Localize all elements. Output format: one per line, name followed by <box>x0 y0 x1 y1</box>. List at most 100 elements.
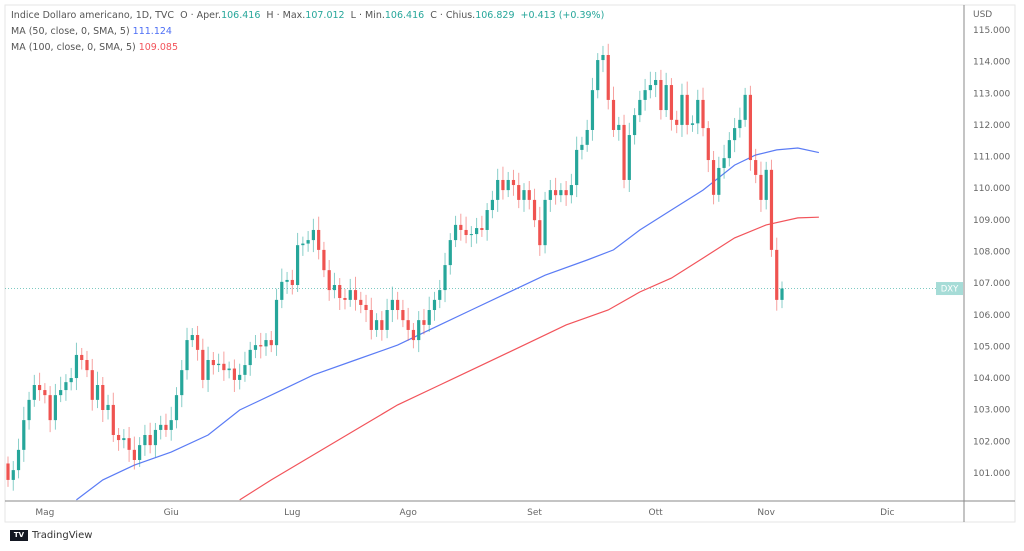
candle-body <box>138 445 142 460</box>
candle-body <box>501 179 505 191</box>
price-axis[interactable]: 115.000 114.000 113.000 112.000 111.000 110.0… <box>973 26 1010 479</box>
candle-body <box>338 285 342 298</box>
candle-body <box>322 249 326 271</box>
candle-body <box>111 404 115 435</box>
ma100-legend[interactable]: MA (100, close, 0, SMA, 5) 109.085 <box>11 42 178 53</box>
candle-body <box>211 360 215 366</box>
candle-body <box>16 449 21 471</box>
time-axis[interactable]: Mag Giu Lug Ago Set Ott Nov Dic <box>35 508 894 518</box>
candle-body <box>59 390 63 396</box>
candle-body <box>627 135 631 180</box>
candle-body <box>127 438 131 450</box>
candle-body <box>648 85 652 91</box>
candle-body <box>654 79 658 86</box>
candle-body <box>622 124 626 180</box>
candle-body <box>585 129 589 145</box>
candle-body <box>206 360 210 380</box>
candle-body <box>243 365 247 375</box>
ma50-value: 111.124 <box>132 26 172 37</box>
candle-body <box>738 119 742 129</box>
y-tick-label: 115.000 <box>973 26 1010 36</box>
moving-averages <box>76 147 820 501</box>
candle-body <box>775 249 779 300</box>
candle-body <box>496 179 500 200</box>
candle-body <box>348 290 352 300</box>
candle-body <box>353 290 358 300</box>
open-value: 106.416 <box>221 10 261 21</box>
candle-body <box>53 395 57 421</box>
x-tick-label: Giu <box>164 508 179 518</box>
candle-body <box>116 434 121 441</box>
candle-body <box>601 54 605 61</box>
ma50-legend[interactable]: MA (50, close, 0, SMA, 5) 111.124 <box>11 26 172 37</box>
candle-body <box>359 299 363 305</box>
candle-body <box>438 290 442 300</box>
y-tick-label: 113.000 <box>973 89 1010 99</box>
candle-body <box>506 179 510 191</box>
candle-body <box>743 94 747 120</box>
candle-body <box>722 158 726 168</box>
candle-body <box>95 385 100 400</box>
candle-body <box>617 124 621 130</box>
candle-body <box>385 310 389 330</box>
y-tick-label: 110.000 <box>973 184 1010 194</box>
candle-body <box>369 310 373 330</box>
candle-body <box>122 438 126 441</box>
candle-body <box>195 335 200 350</box>
candle-body <box>417 320 421 341</box>
high-label: H · Max. <box>266 10 306 21</box>
candle-body <box>659 79 663 111</box>
x-tick-label: Set <box>527 508 542 518</box>
candle-body <box>459 224 463 230</box>
candle-body <box>680 94 684 125</box>
candle-body <box>427 310 431 325</box>
candle-body <box>290 279 294 286</box>
candle-body <box>490 199 495 211</box>
candle-body <box>217 363 221 366</box>
candle-body <box>638 99 642 116</box>
candle-body <box>248 349 252 366</box>
tradingview-branding[interactable]: TV TradingView <box>10 530 92 541</box>
candle-body <box>132 449 136 460</box>
candle-body <box>227 368 231 371</box>
candle-body <box>575 149 579 186</box>
candle-body <box>564 190 568 196</box>
y-tick-label: 112.000 <box>973 121 1010 131</box>
candle-body <box>406 320 410 330</box>
candle-body <box>432 299 437 311</box>
candle-body <box>201 349 205 380</box>
candle-body <box>632 115 637 136</box>
candle-body <box>264 340 268 347</box>
candle-body <box>32 385 36 400</box>
candle-body <box>411 329 416 341</box>
close-label: C · Chius. <box>430 10 476 21</box>
y-tick-label: 107.000 <box>973 279 1010 289</box>
candle-body <box>148 434 152 446</box>
candle-body <box>311 229 315 241</box>
y-tick-label: 104.000 <box>973 374 1010 384</box>
tradingview-logo-icon: TV <box>10 530 28 541</box>
price-tag-label: DXY <box>941 285 959 295</box>
candle-body <box>548 190 552 200</box>
candle-body <box>374 320 379 330</box>
candle-body <box>143 434 147 446</box>
candle-body <box>153 429 158 446</box>
candle-body <box>590 90 595 130</box>
symbol-title[interactable]: Indice Dollaro americano, 1D, TVC <box>11 10 175 21</box>
candle-body <box>180 370 184 396</box>
candle-body <box>480 228 484 230</box>
candle-body <box>106 404 110 410</box>
candle-body <box>696 99 700 124</box>
candle-body <box>422 320 426 325</box>
candle-body <box>222 363 226 371</box>
candle-body <box>675 119 679 125</box>
candle-body <box>169 420 173 430</box>
candle-body <box>475 228 479 235</box>
x-tick-label: Nov <box>757 508 775 518</box>
ma100-line <box>239 216 819 501</box>
candle-body <box>85 360 89 371</box>
candle-body <box>701 99 705 129</box>
candle-body <box>390 299 394 311</box>
candles <box>6 43 784 491</box>
